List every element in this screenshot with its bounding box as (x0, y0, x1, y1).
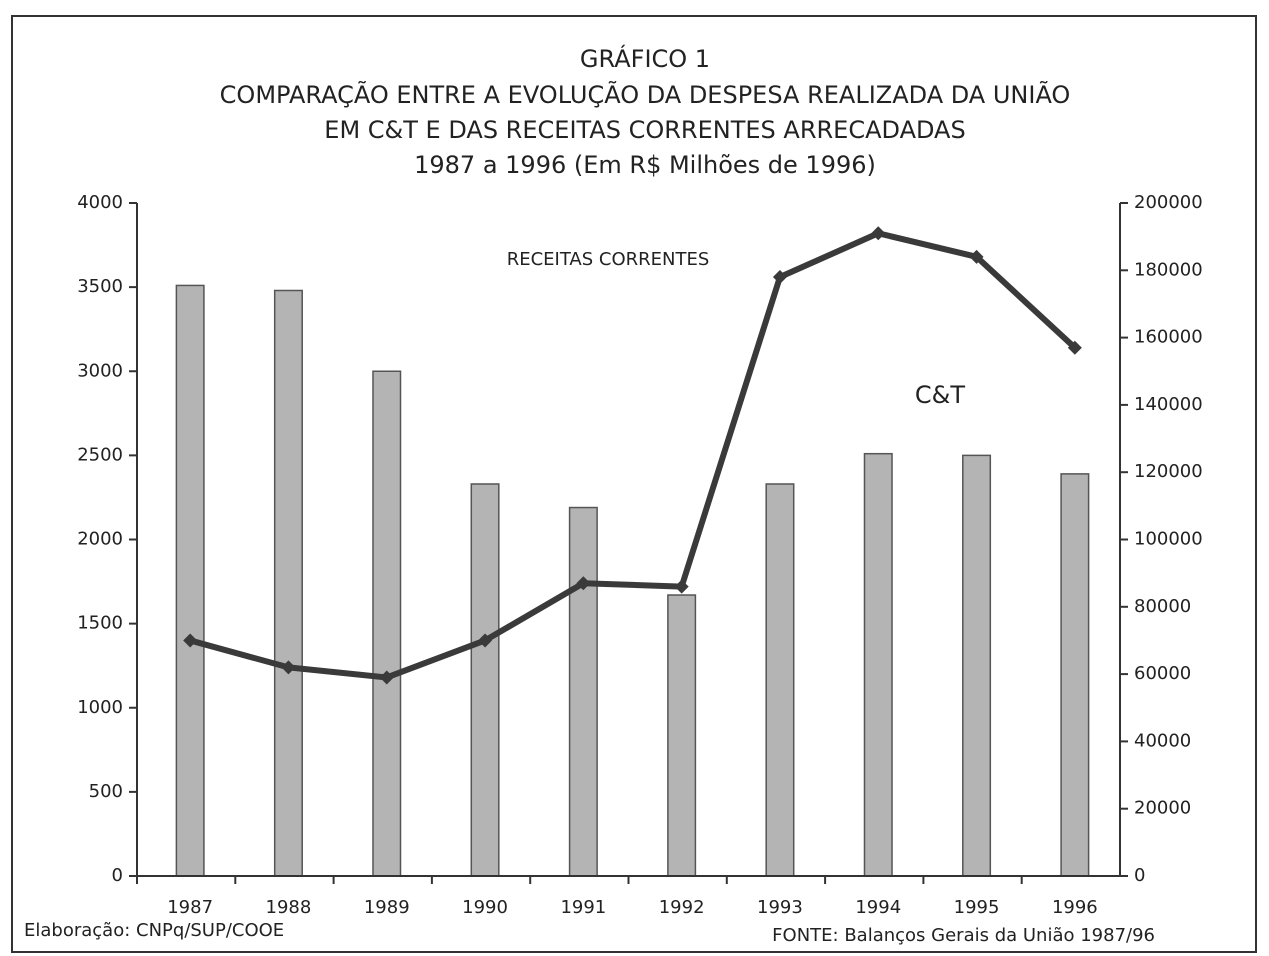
line-marker (871, 226, 886, 241)
bar (667, 594, 697, 877)
x-tick-label: 1993 (757, 897, 803, 918)
x-tick-label: 1989 (364, 897, 410, 918)
frame (11, 15, 1257, 953)
line-marker (183, 633, 198, 648)
chart-title: EM C&T E DAS RECEITAS CORRENTES ARRECADA… (324, 116, 965, 144)
line-marker (576, 576, 591, 591)
note: Elaboração: CNPq/SUP/COOE (24, 920, 284, 941)
x-tick-label: 1992 (659, 897, 705, 918)
bar (273, 289, 303, 877)
y-tick-label: 500 (89, 781, 123, 802)
y2-tick-label: 100000 (1134, 529, 1203, 550)
y2-tick-label: 160000 (1134, 327, 1203, 348)
bar (863, 452, 893, 877)
y2-tick-label: 60000 (1134, 663, 1191, 684)
x-tick-label: 1994 (855, 897, 901, 918)
x-tick-label: 1987 (167, 897, 213, 918)
y-tick-label: 1000 (77, 697, 123, 718)
y2-tick-label: 20000 (1134, 798, 1191, 819)
y-tick-label: 2000 (77, 529, 123, 550)
line-marker (1067, 340, 1082, 355)
y-tick-label: 3000 (77, 360, 123, 381)
line-marker (478, 633, 493, 648)
bar (1060, 473, 1090, 877)
note: FONTE: Balanços Gerais da União 1987/96 (772, 925, 1155, 946)
x-tick-label: 1991 (560, 897, 606, 918)
bar (962, 454, 992, 877)
x-tick-label: 1996 (1052, 897, 1098, 918)
x-tick-label: 1988 (266, 897, 312, 918)
y2-tick-label: 140000 (1134, 394, 1203, 415)
line-marker (969, 249, 984, 264)
y-tick-label: 0 (112, 865, 123, 886)
series-label: C&T (915, 381, 965, 409)
series-label: RECEITAS CORRENTES (507, 249, 710, 270)
chart-title: 1987 a 1996 (Em R$ Milhões de 1996) (414, 151, 876, 179)
bar (568, 506, 598, 877)
y2-tick-label: 120000 (1134, 461, 1203, 482)
y2-tick-label: 40000 (1134, 730, 1191, 751)
line-marker (772, 270, 787, 285)
line (189, 230, 1077, 681)
x-tick-label: 1995 (954, 897, 1000, 918)
y2-tick-label: 200000 (1134, 192, 1203, 213)
bar (765, 483, 795, 877)
chart-title: COMPARAÇÃO ENTRE A EVOLUÇÃO DA DESPESA R… (220, 79, 1071, 109)
y-tick-label: 3500 (77, 276, 123, 297)
y-tick-label: 4000 (77, 192, 123, 213)
y2-tick-label: 80000 (1134, 596, 1191, 617)
y-tick-label: 1500 (77, 613, 123, 634)
y2-tick-label: 180000 (1134, 259, 1203, 280)
line-marker (674, 579, 689, 594)
chart-title: GRÁFICO 1 (580, 44, 710, 73)
y2-tick-label: 0 (1134, 865, 1145, 886)
bar (470, 483, 500, 877)
bar (372, 370, 402, 877)
x-tick-label: 1990 (462, 897, 508, 918)
line-marker (281, 660, 296, 675)
bar (175, 284, 205, 877)
y-tick-label: 2500 (77, 444, 123, 465)
line-marker (379, 670, 394, 685)
